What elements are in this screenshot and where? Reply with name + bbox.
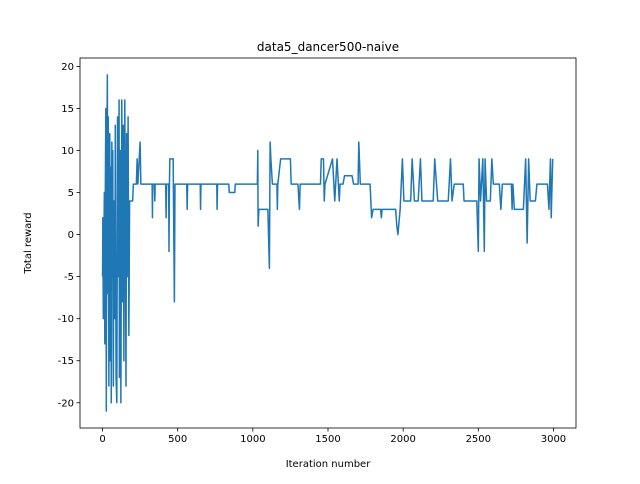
x-tick-label: 1500 [315, 434, 340, 445]
line [101, 74, 554, 412]
y-tick-label: 15 [61, 104, 74, 115]
x-tick-label: 500 [168, 434, 187, 445]
x-tick-label: 2500 [466, 434, 491, 445]
y-tick-label: 5 [68, 188, 74, 199]
x-tick-label: 2000 [390, 434, 415, 445]
y-tick-label: -20 [58, 398, 74, 409]
x-tick-label: 0 [99, 434, 105, 445]
y-tick-label: 0 [68, 230, 74, 241]
y-tick-label: -15 [58, 356, 74, 367]
y-tick-label: -5 [64, 272, 74, 283]
y-tick-label: 10 [61, 146, 74, 157]
y-axis-label: Total reward [23, 212, 34, 274]
y-tick-label: -10 [58, 314, 74, 325]
x-tick-label: 3000 [541, 434, 566, 445]
y-tick-label: 20 [61, 62, 74, 73]
x-axis-label: Iteration number [286, 459, 372, 470]
plot-frame [79, 57, 577, 429]
chart-title: data5_dancer500-naive [257, 40, 399, 54]
x-tick-label: 1000 [240, 434, 265, 445]
